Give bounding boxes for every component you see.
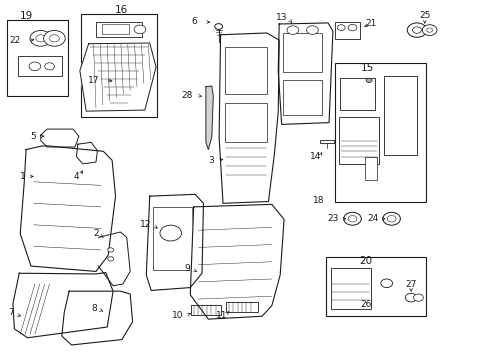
Circle shape (160, 225, 181, 241)
Circle shape (405, 293, 417, 302)
Text: 27: 27 (405, 280, 417, 289)
Text: 21: 21 (366, 19, 377, 28)
Circle shape (387, 216, 396, 222)
Text: 14: 14 (310, 152, 321, 161)
Text: 24: 24 (368, 214, 379, 223)
Bar (326, 257, 426, 316)
Text: 5: 5 (30, 132, 36, 141)
Text: 10: 10 (172, 311, 184, 320)
Circle shape (337, 25, 345, 31)
Polygon shape (219, 33, 279, 203)
Polygon shape (62, 291, 133, 345)
Bar (340, 78, 375, 110)
Text: 20: 20 (360, 256, 373, 266)
Bar (331, 268, 370, 309)
Polygon shape (13, 273, 113, 338)
Text: 28: 28 (182, 91, 193, 100)
Bar (339, 117, 379, 164)
Bar (335, 63, 426, 202)
Text: 16: 16 (115, 5, 128, 15)
Circle shape (422, 25, 437, 36)
Bar (384, 76, 417, 155)
Polygon shape (76, 142, 98, 164)
Bar (81, 14, 157, 117)
Circle shape (287, 26, 299, 35)
Polygon shape (147, 194, 203, 291)
Text: 12: 12 (140, 220, 151, 229)
Circle shape (348, 216, 357, 222)
Circle shape (44, 31, 65, 46)
Circle shape (108, 248, 114, 252)
Text: 23: 23 (327, 214, 339, 223)
Text: 22: 22 (10, 36, 21, 45)
Bar (225, 47, 267, 94)
Bar (191, 305, 220, 315)
Circle shape (413, 27, 421, 33)
Polygon shape (80, 43, 156, 111)
Text: 25: 25 (419, 10, 431, 19)
Text: 9: 9 (184, 265, 190, 274)
Bar (18, 56, 62, 76)
Circle shape (134, 25, 146, 34)
Circle shape (348, 24, 357, 31)
Text: 2: 2 (93, 229, 99, 238)
Circle shape (383, 212, 400, 225)
Text: 18: 18 (313, 196, 324, 205)
Circle shape (30, 31, 51, 46)
Bar (96, 22, 143, 37)
Text: 17: 17 (88, 76, 100, 85)
Text: 3: 3 (208, 156, 214, 165)
Circle shape (36, 35, 46, 42)
Polygon shape (278, 23, 333, 125)
Text: 7: 7 (8, 308, 14, 317)
Text: 19: 19 (20, 11, 33, 21)
Circle shape (407, 23, 427, 37)
Text: 8: 8 (92, 304, 98, 313)
Circle shape (215, 24, 222, 30)
Polygon shape (98, 232, 130, 286)
Bar (6, 21, 68, 96)
Polygon shape (190, 204, 284, 319)
Text: 4: 4 (74, 172, 79, 181)
Text: 13: 13 (276, 13, 288, 22)
Bar (153, 207, 192, 270)
Polygon shape (206, 86, 213, 149)
Bar (283, 33, 322, 72)
Bar (102, 24, 129, 34)
Bar (320, 140, 334, 143)
Text: 1: 1 (20, 172, 25, 181)
Polygon shape (20, 146, 116, 271)
Circle shape (414, 294, 423, 301)
Text: 6: 6 (192, 17, 197, 26)
Polygon shape (41, 129, 79, 147)
Bar (283, 80, 322, 116)
Circle shape (108, 257, 114, 261)
Bar (365, 157, 377, 180)
Text: 15: 15 (361, 63, 374, 73)
Bar (226, 302, 258, 312)
Text: 11: 11 (216, 311, 228, 320)
Bar (335, 22, 360, 40)
Circle shape (45, 63, 54, 70)
Circle shape (49, 35, 59, 42)
Bar (225, 103, 267, 142)
Circle shape (307, 26, 318, 35)
Circle shape (381, 279, 392, 288)
Circle shape (427, 28, 433, 32)
Circle shape (29, 62, 41, 71)
Circle shape (366, 78, 372, 82)
Circle shape (343, 212, 361, 225)
Text: 26: 26 (361, 300, 372, 309)
